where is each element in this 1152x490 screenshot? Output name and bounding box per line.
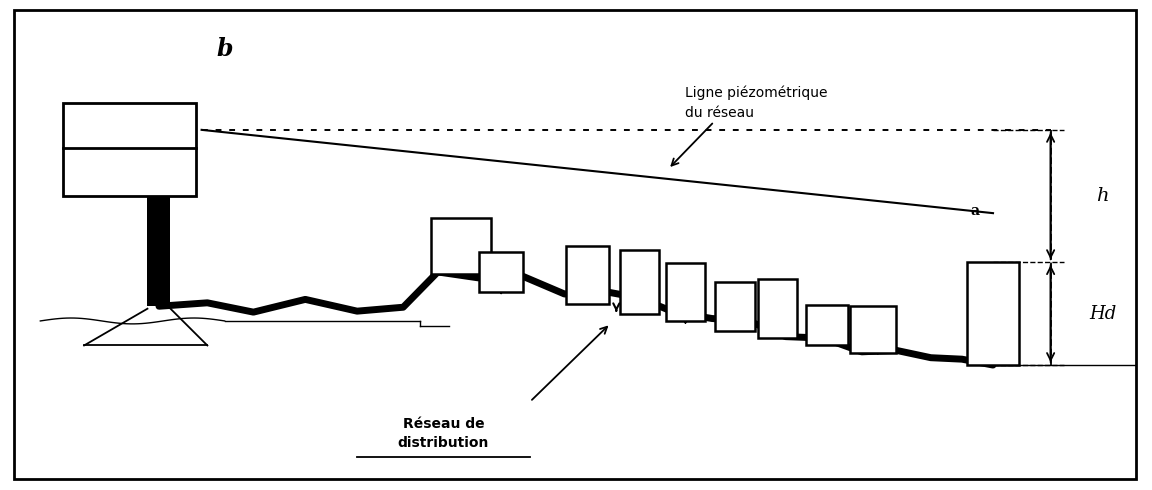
Text: h: h: [1097, 187, 1108, 205]
Text: Hd: Hd: [1089, 305, 1116, 322]
Text: a: a: [970, 204, 979, 218]
Bar: [968, 262, 1020, 365]
Text: Réseau de
distribution: Réseau de distribution: [397, 417, 490, 450]
Bar: [431, 218, 491, 274]
Bar: [566, 246, 609, 304]
Bar: [715, 282, 755, 331]
Bar: [806, 305, 848, 345]
Bar: [63, 103, 196, 196]
Text: Ligne piézométrique
du réseau: Ligne piézométrique du réseau: [685, 85, 828, 121]
Bar: [850, 306, 896, 353]
Bar: [147, 196, 170, 306]
Bar: [758, 279, 797, 338]
Bar: [479, 252, 523, 292]
Text: b: b: [217, 37, 233, 61]
Bar: [666, 263, 705, 321]
Bar: [620, 250, 659, 314]
